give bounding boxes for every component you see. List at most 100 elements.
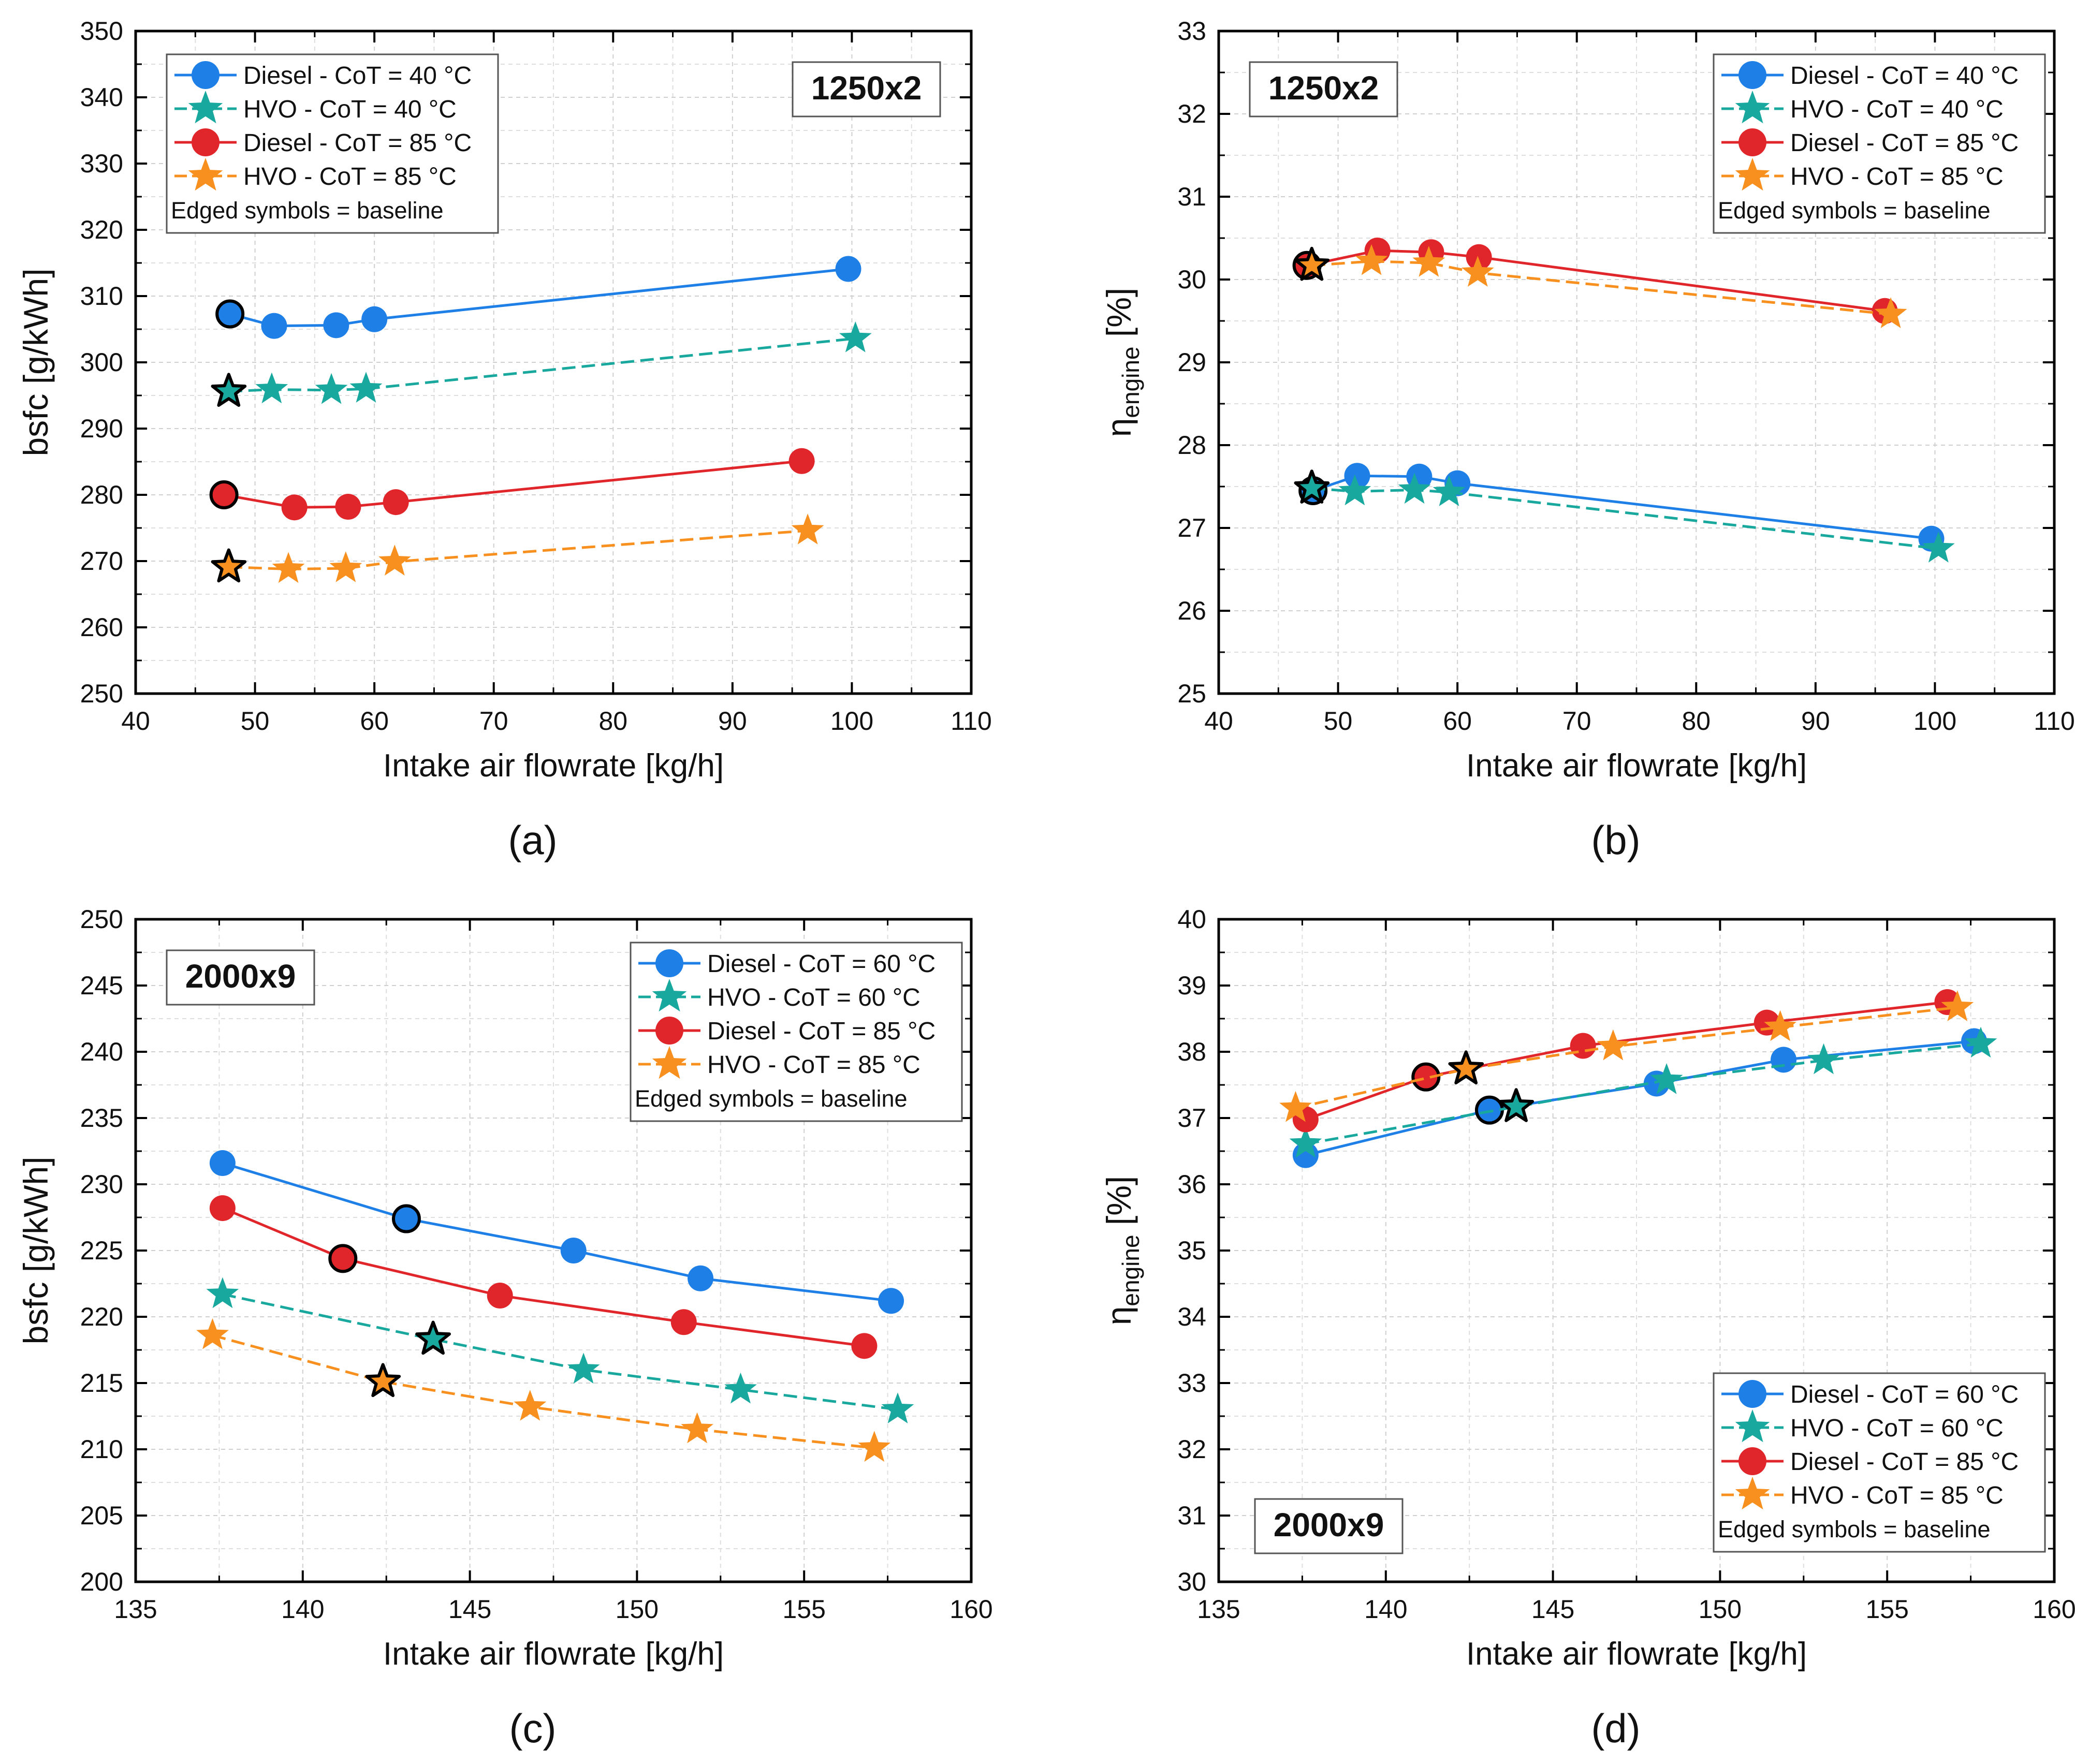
x-tick-label: 80: [1682, 707, 1711, 736]
x-tick-label: 110: [951, 707, 992, 736]
badge-box: [1254, 1498, 1404, 1554]
data-point: [724, 1372, 757, 1404]
x-axis-label: Intake air flowrate [kg/h]: [1466, 1636, 1807, 1672]
panel-c: 135 140 145 150 155 160 200 205 210 215 220 225 230 2…: [17, 905, 993, 1751]
x-tick-label: 80: [598, 707, 627, 736]
y-tick-label: 210: [80, 1435, 123, 1464]
legend: Diesel - CoT = 60 °C HVO - CoT = 60 °C Die…: [630, 942, 963, 1122]
y-tick-label: 290: [80, 414, 123, 443]
panel-b: 40 50 60 70 80 90 100 110 25 26 27 28 29 30 31 32 33 Inta…: [1100, 17, 2075, 863]
legend-marker: [652, 1046, 687, 1079]
y-tick-label: 235: [80, 1104, 123, 1133]
legend-label: Diesel - CoT = 40 °C: [243, 62, 472, 90]
legend-marker: [188, 91, 223, 124]
data-point: [329, 551, 362, 582]
data-point: [1922, 532, 1955, 563]
series-3: [1279, 990, 1974, 1122]
y-tick-label: 33: [1177, 17, 1206, 46]
y-axis-label-sub: engine: [1117, 1234, 1144, 1306]
series-2: [209, 1195, 878, 1359]
data-point: [1344, 463, 1370, 489]
data-point: [670, 1309, 697, 1335]
series-line: [1305, 1042, 1981, 1145]
x-tick-label: 50: [1324, 707, 1353, 736]
x-tick-label: 150: [1699, 1595, 1742, 1624]
series-line: [222, 1207, 865, 1347]
data-point: [1411, 1062, 1441, 1092]
y-axis-label: bsfc [g/kWh]: [17, 268, 55, 456]
badge-box: [166, 949, 315, 1006]
badge-label: 1250x2: [1268, 69, 1379, 107]
data-point: [215, 299, 245, 329]
data-point: [839, 321, 872, 352]
badge-label: 2000x9: [185, 958, 296, 995]
legend-label: Diesel - CoT = 60 °C: [1790, 1381, 2019, 1408]
data-point: [1964, 1026, 1997, 1058]
y-tick-label: 32: [1177, 99, 1206, 128]
x-tick-label: 140: [1364, 1595, 1407, 1624]
legend-label: HVO - CoT = 85 °C: [1790, 1482, 2004, 1509]
x-tick-label: 140: [281, 1595, 324, 1624]
series-line: [222, 1293, 898, 1411]
legend-marker: [1738, 128, 1766, 156]
series-line: [1311, 260, 1891, 316]
series-1: [1294, 469, 1955, 563]
data-point: [1764, 1010, 1796, 1041]
series-line: [229, 268, 849, 328]
series-line: [212, 1334, 875, 1449]
y-tick-label: 33: [1177, 1369, 1206, 1398]
series-1: [211, 321, 872, 407]
data-point: [1771, 1047, 1797, 1073]
legend-note: Edged symbols = baseline: [1718, 1516, 1991, 1542]
y-tick-label: 31: [1177, 182, 1206, 211]
y-axis-label-main: bsfc [g/kWh]: [17, 1156, 55, 1344]
legend-label: HVO - CoT = 60 °C: [1790, 1415, 2004, 1442]
data-point: [328, 1244, 358, 1273]
data-point: [383, 489, 409, 516]
legend-marker: [192, 61, 220, 89]
x-tick-label: 50: [241, 707, 270, 736]
y-axis-label-sub: engine: [1117, 346, 1144, 418]
series-2: [1292, 989, 1961, 1133]
data-point: [349, 372, 383, 403]
panel-a: 40 50 60 70 80 90 100 110 250 260 270 280 290 300 310 3…: [17, 17, 992, 863]
x-tick-label: 60: [360, 707, 389, 736]
x-tick-label: 70: [1562, 707, 1591, 736]
data-point: [681, 1412, 713, 1444]
panel-label: (c): [509, 1706, 557, 1751]
y-tick-label: 38: [1177, 1037, 1206, 1066]
legend-label: Diesel - CoT = 85 °C: [1790, 1448, 2019, 1476]
y-tick-label: 29: [1177, 348, 1206, 377]
data-point: [365, 1363, 401, 1398]
data-point: [335, 494, 361, 520]
data-point: [206, 1277, 239, 1309]
badge-box: [792, 61, 941, 117]
y-tick-label: 205: [80, 1501, 123, 1530]
data-point: [261, 313, 287, 339]
y-tick-label: 30: [1177, 265, 1206, 294]
data-point: [1498, 1088, 1534, 1122]
badge-label: 1250x2: [811, 69, 922, 107]
y-axis-label-unit: [%]: [1100, 1176, 1138, 1235]
y-tick-label: 40: [1177, 905, 1206, 934]
test-point-badge: 1250x2: [1249, 61, 1398, 117]
data-point: [1412, 246, 1445, 277]
x-tick-label: 155: [782, 1595, 825, 1624]
y-tick-label: 250: [80, 905, 123, 934]
y-tick-label: 37: [1177, 1104, 1206, 1133]
y-tick-label: 230: [80, 1170, 123, 1199]
legend-marker: [1738, 61, 1766, 89]
y-tick-label: 30: [1177, 1567, 1206, 1596]
y-axis-label: ηengine [%]: [1100, 288, 1144, 437]
series-line: [222, 1162, 892, 1302]
data-point: [1433, 475, 1466, 506]
data-point: [361, 306, 388, 332]
x-tick-label: 145: [1531, 1595, 1574, 1624]
data-point: [835, 256, 861, 282]
x-axis-label: Intake air flowrate [kg/h]: [383, 1636, 724, 1672]
series-3: [211, 513, 824, 583]
legend-marker: [188, 158, 223, 191]
data-point: [378, 545, 411, 576]
y-tick-label: 280: [80, 480, 123, 509]
